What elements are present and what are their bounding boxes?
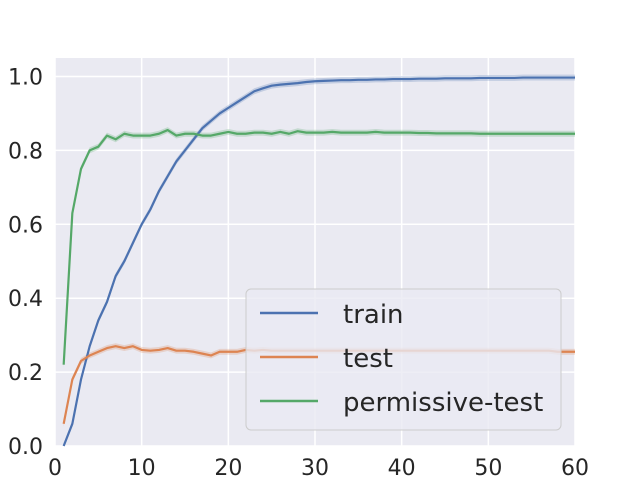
x-axis-ticks: 0 10 20 30 40 50 60 [48,456,589,480]
y-tick-label: 0.4 [8,287,43,312]
y-tick-label: 1.0 [8,65,43,90]
x-tick-label: 20 [214,456,242,480]
y-tick-label: 0.6 [8,213,43,238]
series-line-train [62,76,575,447]
legend-label-permissive-test: permissive-test [343,388,543,418]
x-tick-label: 40 [388,456,416,480]
series-line-permissive-test [62,128,575,365]
y-tick-label: 0.8 [8,139,43,164]
x-tick-label: 60 [561,456,589,480]
x-tick-label: 50 [474,456,502,480]
y-tick-label: 0.2 [8,361,43,386]
x-tick-label: 10 [128,456,156,480]
x-tick-label: 30 [301,456,329,480]
legend-label-test: test [343,344,393,374]
legend: train test permissive-test [245,288,562,431]
legend-label-train: train [343,300,404,330]
y-axis-ticks: 0.0 0.2 0.4 0.6 0.8 1.0 [8,65,43,460]
y-tick-label: 0.0 [8,435,43,460]
legend-box [245,288,562,431]
x-tick-label: 0 [48,456,62,480]
